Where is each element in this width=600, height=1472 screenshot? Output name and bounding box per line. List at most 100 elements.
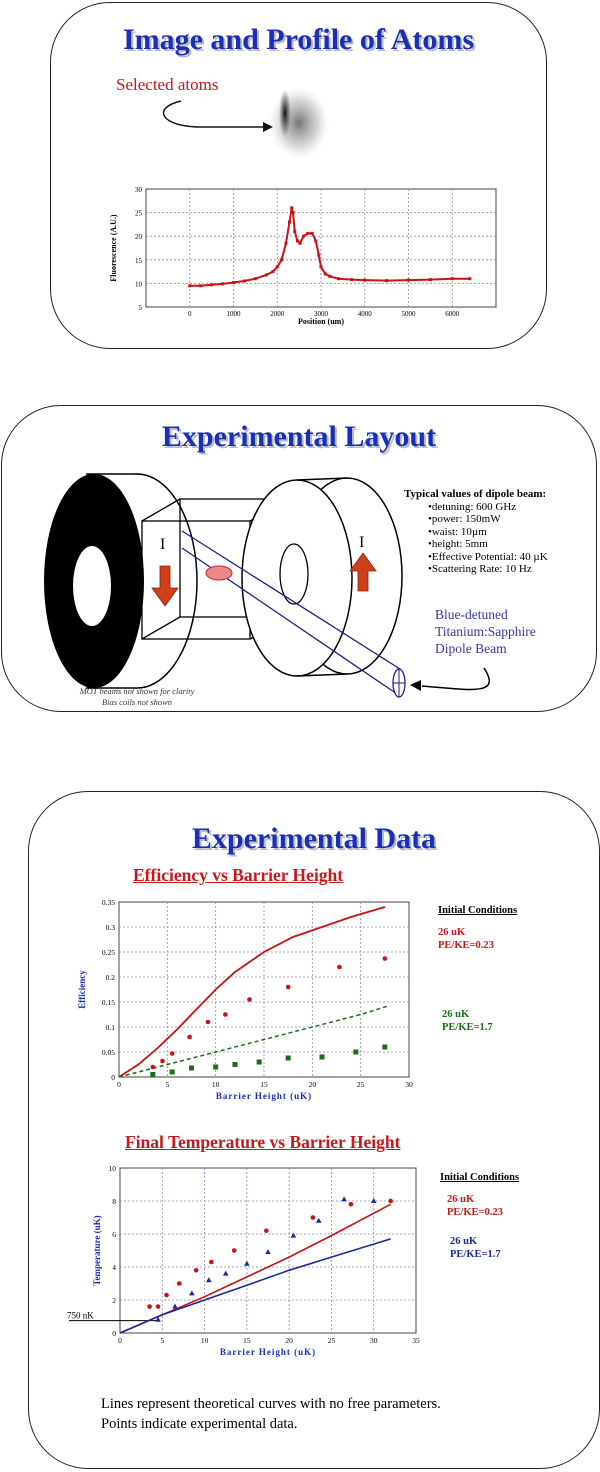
x-axis-label: Position (um)	[298, 317, 344, 326]
theory-line-red	[118, 906, 386, 1078]
y-tick-label: 0.1	[106, 1023, 116, 1032]
y-tick-label: 0	[112, 1329, 116, 1338]
panel3-title: Experimental Data	[191, 822, 437, 855]
callout-arrowhead	[263, 122, 273, 132]
legend2-blue-ratio: PE/KE=1.7	[450, 1249, 501, 1260]
data-point-red	[209, 1259, 214, 1265]
x-tick-label: 15	[243, 1336, 251, 1345]
data-point-red	[155, 1304, 161, 1309]
data-point-blue	[315, 1217, 322, 1223]
param-waist: •waist: 10µm	[428, 525, 487, 538]
profile-data-point	[328, 274, 332, 278]
data-point-green	[150, 1072, 156, 1077]
profile-data-point	[221, 282, 225, 286]
data-point-red	[147, 1304, 152, 1309]
data-point-blue	[206, 1277, 212, 1283]
apparatus-diagram	[44, 473, 490, 698]
data-point-red	[388, 1198, 393, 1204]
x-tick-label: 25	[357, 1080, 365, 1089]
legend1-green-temp: 26 uK	[442, 1009, 470, 1020]
beam-label-line3: Dipole Beam	[435, 641, 507, 656]
current-arrow-right	[349, 552, 377, 592]
legend2-red-temp: 26 uK	[447, 1194, 475, 1205]
profile-data-point	[275, 265, 279, 269]
legend1-red-temp: 26 uK	[438, 927, 466, 938]
beam-label-line2: Titanium:Sapphire	[435, 624, 536, 639]
profile-data-point	[302, 234, 305, 238]
beam-label: Blue-detuned Titanium:Sapphire Dipole Be…	[435, 606, 536, 657]
x-tick-label: 0	[118, 1336, 122, 1345]
right-coil-hole	[279, 543, 309, 605]
profile-data-point	[323, 272, 327, 276]
x-tick-label: 15	[260, 1080, 268, 1089]
data-point-green	[319, 1054, 325, 1060]
profile-data-point	[293, 229, 297, 233]
data-point-green	[285, 1055, 291, 1061]
y-tick-label: 0.2	[106, 973, 116, 982]
profile-data-point	[199, 284, 203, 288]
profile-data-point	[271, 270, 275, 274]
data-point-red	[231, 1248, 237, 1253]
chart1-legend: Initial Conditions 26 uK PE/KE=0.23 26 u…	[438, 904, 517, 1034]
data-point-red	[310, 1215, 316, 1220]
selected-atoms-label: Selected atoms	[116, 75, 219, 94]
profile-data-point	[232, 280, 235, 284]
data-point-red	[164, 1292, 169, 1298]
data-point-green	[169, 1069, 175, 1075]
profile-data-point	[317, 253, 321, 257]
legend2-red-ratio: PE/KE=0.23	[447, 1207, 503, 1218]
current-arrow-left	[151, 565, 179, 607]
x-tick-label: 5	[165, 1080, 169, 1089]
data-point-red	[150, 1064, 156, 1070]
callout-arrow	[162, 100, 266, 128]
y-tick-label: 10	[135, 280, 143, 288]
param-height: •height: 5mm	[428, 538, 488, 550]
beam-label-line1: Blue-detuned	[435, 607, 508, 622]
y-tick-label: 2	[112, 1296, 116, 1305]
data-point-green	[213, 1064, 219, 1070]
profile-data-point	[295, 239, 299, 243]
x-tick-label: 2000	[270, 310, 285, 318]
data-point-red	[169, 1051, 175, 1056]
atom-cloud	[269, 87, 329, 159]
current-label-left: I	[160, 536, 166, 553]
data-point-red	[264, 1228, 269, 1233]
data-point-blue	[265, 1249, 271, 1255]
panel2-title: Experimental Layout	[161, 420, 437, 453]
data-point-blue	[189, 1290, 195, 1296]
legend1-heading: Initial Conditions	[438, 905, 518, 916]
profile-data-point	[314, 239, 318, 243]
data-point-red	[285, 984, 291, 990]
y-tick-label: 20	[135, 233, 143, 241]
experimental-data-panel: Experimental Data Efficiency vs Barrier …	[28, 791, 600, 1469]
data-point-red	[187, 1034, 192, 1040]
data-point-red	[382, 956, 388, 961]
profile-data-point	[298, 241, 302, 245]
profile-data-point	[310, 231, 314, 235]
chart2-title: Final Temperature vs Barrier Height	[125, 1132, 401, 1152]
profile-data-point	[264, 273, 268, 277]
data-point-red	[160, 1058, 165, 1064]
data-point-red	[337, 964, 342, 970]
profile-data-point	[337, 277, 340, 281]
data-point-blue	[155, 1316, 161, 1322]
chart1-title: Efficiency vs Barrier Height	[133, 865, 344, 885]
y-tick-label: 8	[112, 1197, 116, 1206]
legend2-blue-temp: 26 uK	[450, 1236, 478, 1247]
experimental-layout-panel: Experimental Layout	[1, 405, 597, 712]
y-tick-label: 15	[135, 257, 143, 265]
x-axis-label: Barrier Height (uK)	[220, 1347, 316, 1357]
x-tick-label: 1000	[227, 310, 242, 318]
data-point-red	[247, 997, 252, 1002]
y-tick-label: 30	[135, 186, 143, 194]
profile-data-point	[284, 241, 288, 245]
atom-cloud-image	[162, 87, 329, 159]
note-mot-beams: MOT beams not shown for clarity	[79, 686, 195, 696]
profile-data-point	[210, 283, 214, 287]
x-tick-label: 20	[285, 1336, 293, 1345]
profile-data-point	[242, 279, 246, 283]
fluorescence-profile-chart: 0 1000 2000 3000 4000 5000 6000 5 10 15 20 25 30 Posi…	[109, 186, 497, 326]
profile-data-point	[450, 277, 454, 281]
y-axis-label: Efficiency	[77, 970, 87, 1009]
y-tick-label: 0.25	[102, 948, 115, 957]
